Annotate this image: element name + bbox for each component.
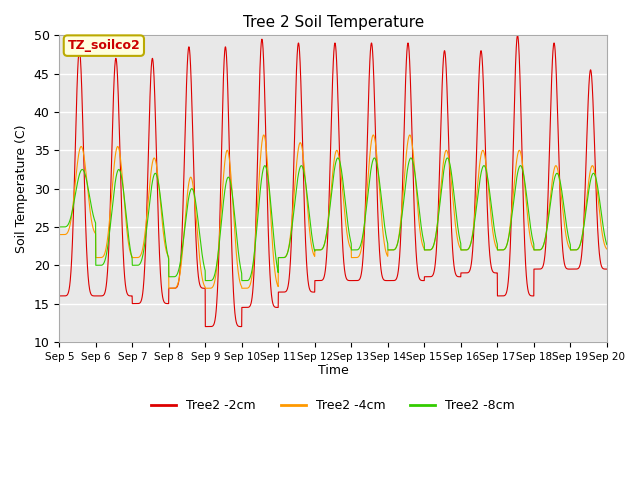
Tree2 -4cm (150, 155, 158, 161)
Tree2 -2cm (514, 33, 522, 38)
Legend: Tree2 -2cm, Tree2 -4cm, Tree2 -8cm: Tree2 -2cm, Tree2 -4cm, Tree2 -8cm (146, 394, 520, 417)
Tree2 -4cm (603, 246, 611, 252)
Tree2 -4cm (118, 168, 125, 173)
Tree2 -4cm (289, 201, 297, 207)
Tree2 -8cm (150, 172, 158, 178)
Tree2 -2cm (202, 324, 209, 329)
Tree2 -4cm (266, 195, 273, 201)
Tree2 -8cm (202, 278, 209, 284)
Tree2 -2cm (266, 260, 273, 265)
Tree2 -4cm (593, 181, 600, 187)
Tree2 -4cm (534, 247, 541, 253)
X-axis label: Time: Time (318, 364, 349, 377)
Tree2 -8cm (266, 187, 273, 193)
Tree2 -8cm (603, 242, 611, 248)
Tree2 -8cm (56, 224, 63, 230)
Tree2 -8cm (534, 247, 541, 253)
Tree2 -8cm (118, 175, 125, 181)
Line: Tree2 -2cm: Tree2 -2cm (60, 36, 607, 326)
Title: Tree 2 Soil Temperature: Tree 2 Soil Temperature (243, 15, 424, 30)
Tree2 -2cm (289, 184, 297, 190)
Tree2 -4cm (165, 286, 173, 291)
Tree2 -8cm (334, 155, 342, 161)
Tree2 -2cm (56, 293, 63, 299)
Tree2 -2cm (150, 79, 158, 84)
Tree2 -2cm (534, 266, 541, 272)
Line: Tree2 -8cm: Tree2 -8cm (60, 158, 607, 281)
Tree2 -4cm (56, 232, 63, 238)
Y-axis label: Soil Temperature (C): Soil Temperature (C) (15, 124, 28, 253)
Tree2 -8cm (593, 178, 600, 183)
Tree2 -8cm (289, 214, 297, 220)
Tree2 -2cm (118, 210, 125, 216)
Tree2 -4cm (260, 132, 268, 138)
Tree2 -2cm (603, 266, 611, 272)
Text: TZ_soilco2: TZ_soilco2 (67, 39, 140, 52)
Tree2 -2cm (593, 197, 600, 203)
Line: Tree2 -4cm: Tree2 -4cm (60, 135, 607, 288)
